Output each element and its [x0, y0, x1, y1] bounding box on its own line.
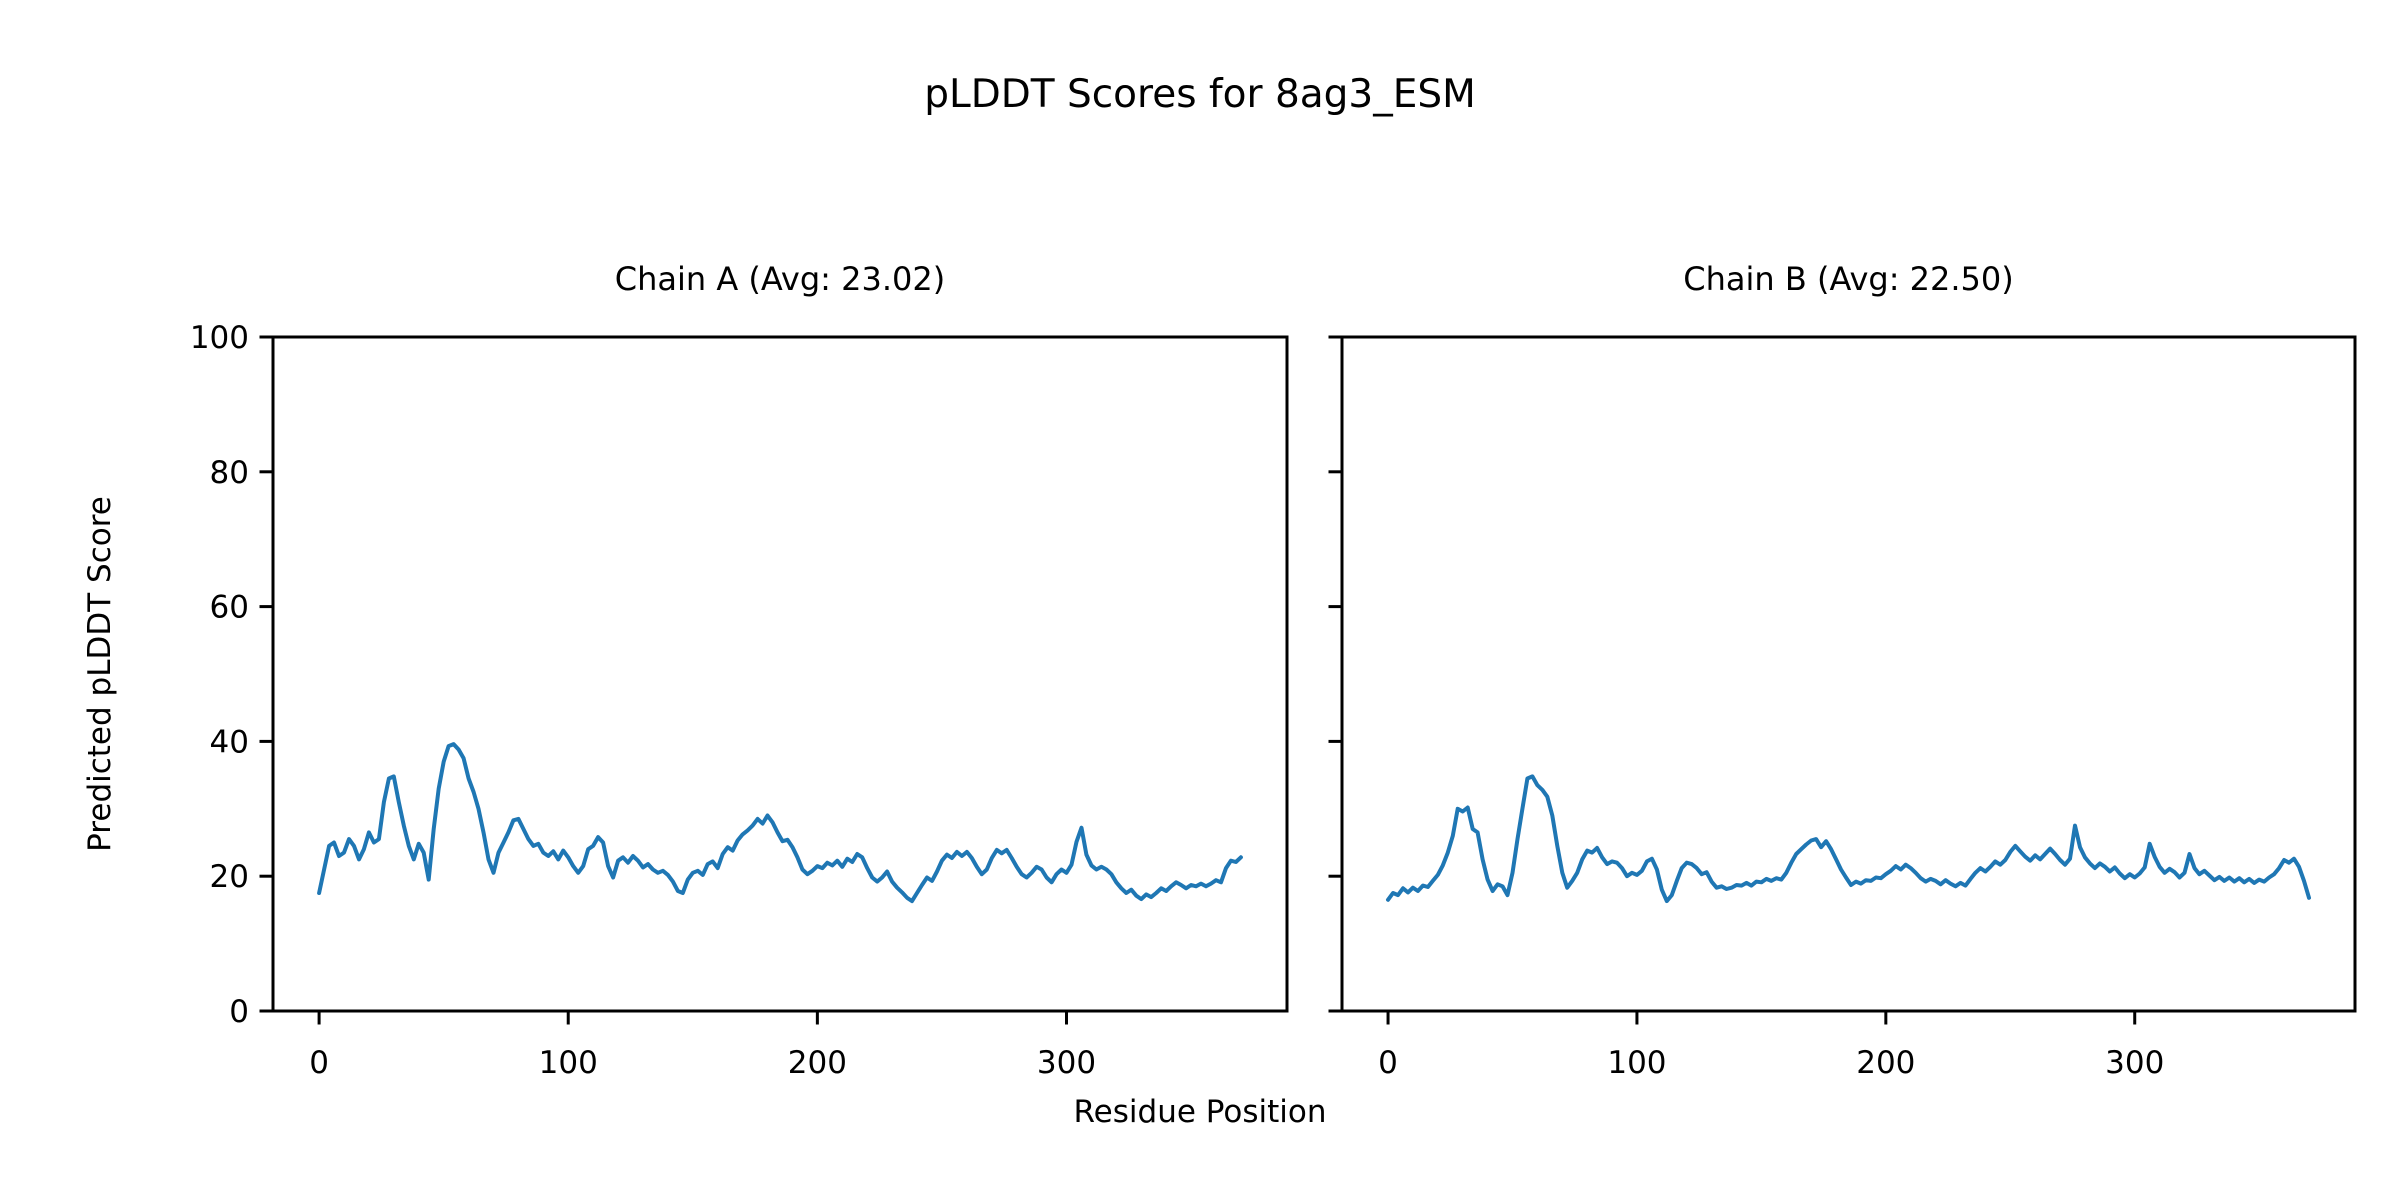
x-tick-label-chain-a: 0: [309, 1045, 329, 1081]
plddt-line-chain-b: [1386, 774, 2311, 904]
x-tick-label-chain-b: 300: [2105, 1045, 2164, 1081]
x-tick-label-chain-b: 200: [1856, 1045, 1915, 1081]
y-tick-label-chain-a: 0: [229, 994, 249, 1030]
figure-title: pLDDT Scores for 8ag3_ESM: [924, 72, 1476, 117]
y-tick-label-chain-a: 80: [210, 455, 249, 491]
x-tick-label-chain-a: 200: [788, 1045, 847, 1081]
x-tick-label-chain-b: 0: [1378, 1045, 1398, 1081]
x-tick-label-chain-b: 100: [1607, 1045, 1666, 1081]
axes-box-chain-b: [1340, 335, 2357, 1013]
y-tick-label-chain-a: 100: [190, 320, 249, 356]
x-tick-label-chain-a: 300: [1037, 1045, 1096, 1081]
x-tick-label-chain-a: 100: [539, 1045, 598, 1081]
subplot-chain-a: 0 100 200 300 0 20 40 60 80 100: [190, 320, 1289, 1081]
y-tick-label-chain-a: 60: [210, 590, 249, 626]
subplot-chain-b: 0 100 200 300: [1328, 335, 2357, 1081]
y-tick-label-chain-a: 20: [210, 859, 249, 895]
plddt-line-chain-a: [317, 742, 1243, 904]
axes-box-chain-a: [271, 335, 1289, 1013]
subplot-title-chain-a: Chain A (Avg: 23.02): [614, 260, 946, 298]
x-axis-label: Residue Position: [1073, 1094, 1327, 1130]
y-tick-label-chain-a: 40: [210, 724, 249, 760]
subplot-title-chain-b: Chain B (Avg: 22.50): [1683, 260, 2014, 298]
